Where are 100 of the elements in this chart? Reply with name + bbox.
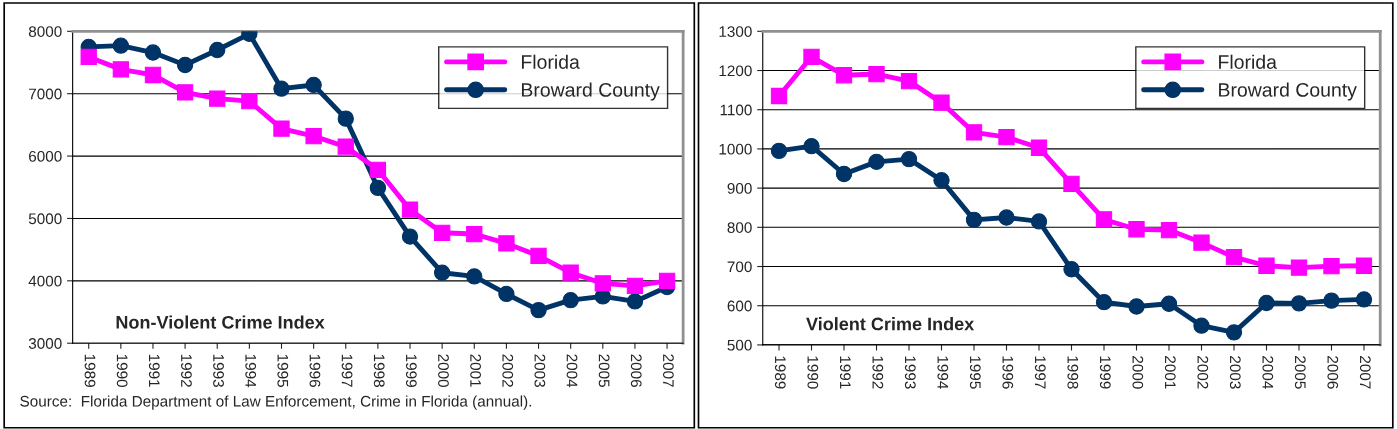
y-tick-label: 500 [727, 339, 752, 351]
point [369, 179, 387, 197]
point [998, 129, 1015, 146]
point [144, 44, 162, 61]
point [868, 65, 885, 83]
x-tick-label: 2006 [1327, 356, 1339, 389]
point [337, 110, 354, 127]
point [1193, 317, 1210, 334]
legend-label: Broward County [521, 82, 660, 101]
x-tick-label: 2004 [1262, 356, 1274, 389]
x-tick-label: 1995 [277, 354, 289, 387]
x-tick-label: 2007 [662, 354, 674, 387]
x-tick-label: 1991 [148, 354, 160, 387]
x-tick-label: 2001 [1164, 356, 1176, 389]
point [933, 172, 950, 189]
y-tick-label: 1000 [719, 143, 752, 155]
point [1323, 292, 1340, 309]
y-tick-label: 700 [727, 261, 752, 273]
y-tick-label: 1300 [719, 26, 752, 37]
x-tick-label: 1989 [774, 356, 786, 389]
point [1323, 257, 1340, 275]
y-tick-label: 800 [727, 222, 752, 233]
source-note: Source: Florida Department of Law Enforcement, Crime in Florida (annual). [20, 395, 532, 410]
point [998, 209, 1015, 226]
x-tick-label: 1996 [1002, 356, 1014, 389]
point [401, 201, 419, 218]
x-tick-label: 1995 [969, 356, 981, 389]
x-tick-label: 2007 [1359, 356, 1371, 389]
point [933, 94, 950, 111]
text: Non-Violent Crime Index [116, 315, 325, 329]
point [369, 161, 387, 178]
point [1290, 295, 1308, 312]
y-tick-label: 1200 [719, 65, 752, 77]
point [530, 247, 547, 265]
point [273, 80, 290, 97]
point [1095, 294, 1113, 311]
point [530, 301, 547, 319]
x-tick-label: 2005 [598, 354, 610, 387]
text: Violent Crime Index [806, 317, 975, 331]
x-tick-label: 1994 [245, 354, 257, 388]
y-tick-label: 1100 [720, 104, 752, 116]
x-tick-label: 2003 [1229, 356, 1241, 389]
point [1355, 257, 1373, 274]
x-tick-label: 2001 [470, 354, 481, 387]
point [1225, 324, 1243, 341]
point [466, 268, 483, 285]
x-tick-label: 1989 [84, 354, 96, 387]
point [1063, 261, 1080, 278]
y-tick-label: 4000 [28, 275, 62, 287]
x-tick-label: 1991 [839, 356, 851, 389]
x-tick-label: 2005 [1294, 356, 1306, 389]
point [209, 41, 226, 59]
point [1160, 221, 1178, 239]
point [965, 211, 983, 229]
point [626, 293, 644, 310]
point [1095, 211, 1113, 228]
y-tick-label: 900 [727, 182, 752, 194]
point [401, 228, 419, 245]
y-tick-label: 8000 [28, 26, 62, 37]
point [466, 225, 483, 243]
legend-label: Florida [521, 54, 580, 69]
point [1030, 139, 1048, 156]
point [433, 224, 451, 241]
x-tick-label: 1997 [1034, 356, 1046, 389]
point [562, 264, 579, 281]
point [433, 264, 451, 281]
point [835, 165, 853, 183]
point [305, 127, 322, 145]
x-tick-label: 1990 [807, 356, 819, 389]
point [144, 66, 162, 84]
point [900, 150, 918, 168]
point [626, 277, 644, 294]
x-tick-label: 1993 [213, 354, 224, 387]
legend-label: Florida [1219, 54, 1277, 69]
point [770, 142, 788, 160]
point [900, 72, 918, 90]
point [112, 61, 129, 78]
x-tick-label: 1993 [904, 356, 916, 389]
point [1128, 221, 1145, 238]
point [176, 56, 194, 74]
point [1128, 298, 1145, 315]
point [498, 285, 515, 303]
point [1258, 257, 1275, 274]
x-tick-label: 2004 [566, 354, 578, 388]
point [241, 93, 258, 110]
point [498, 235, 515, 252]
point [80, 48, 97, 66]
point [273, 120, 290, 137]
point [1193, 234, 1210, 251]
point [803, 48, 820, 65]
point [803, 138, 820, 155]
y-tick-label: 600 [727, 300, 752, 312]
legend-label: Broward County [1219, 82, 1357, 101]
x-tick-label: 2002 [502, 354, 514, 387]
point [594, 275, 611, 292]
point [562, 292, 579, 309]
point [770, 87, 788, 105]
x-tick-label: 1990 [116, 354, 128, 388]
x-tick-label: 2000 [438, 354, 449, 388]
x-tick-label: 2002 [1197, 356, 1209, 389]
